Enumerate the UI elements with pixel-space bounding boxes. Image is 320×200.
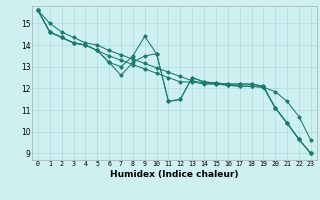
X-axis label: Humidex (Indice chaleur): Humidex (Indice chaleur) [110, 170, 239, 179]
